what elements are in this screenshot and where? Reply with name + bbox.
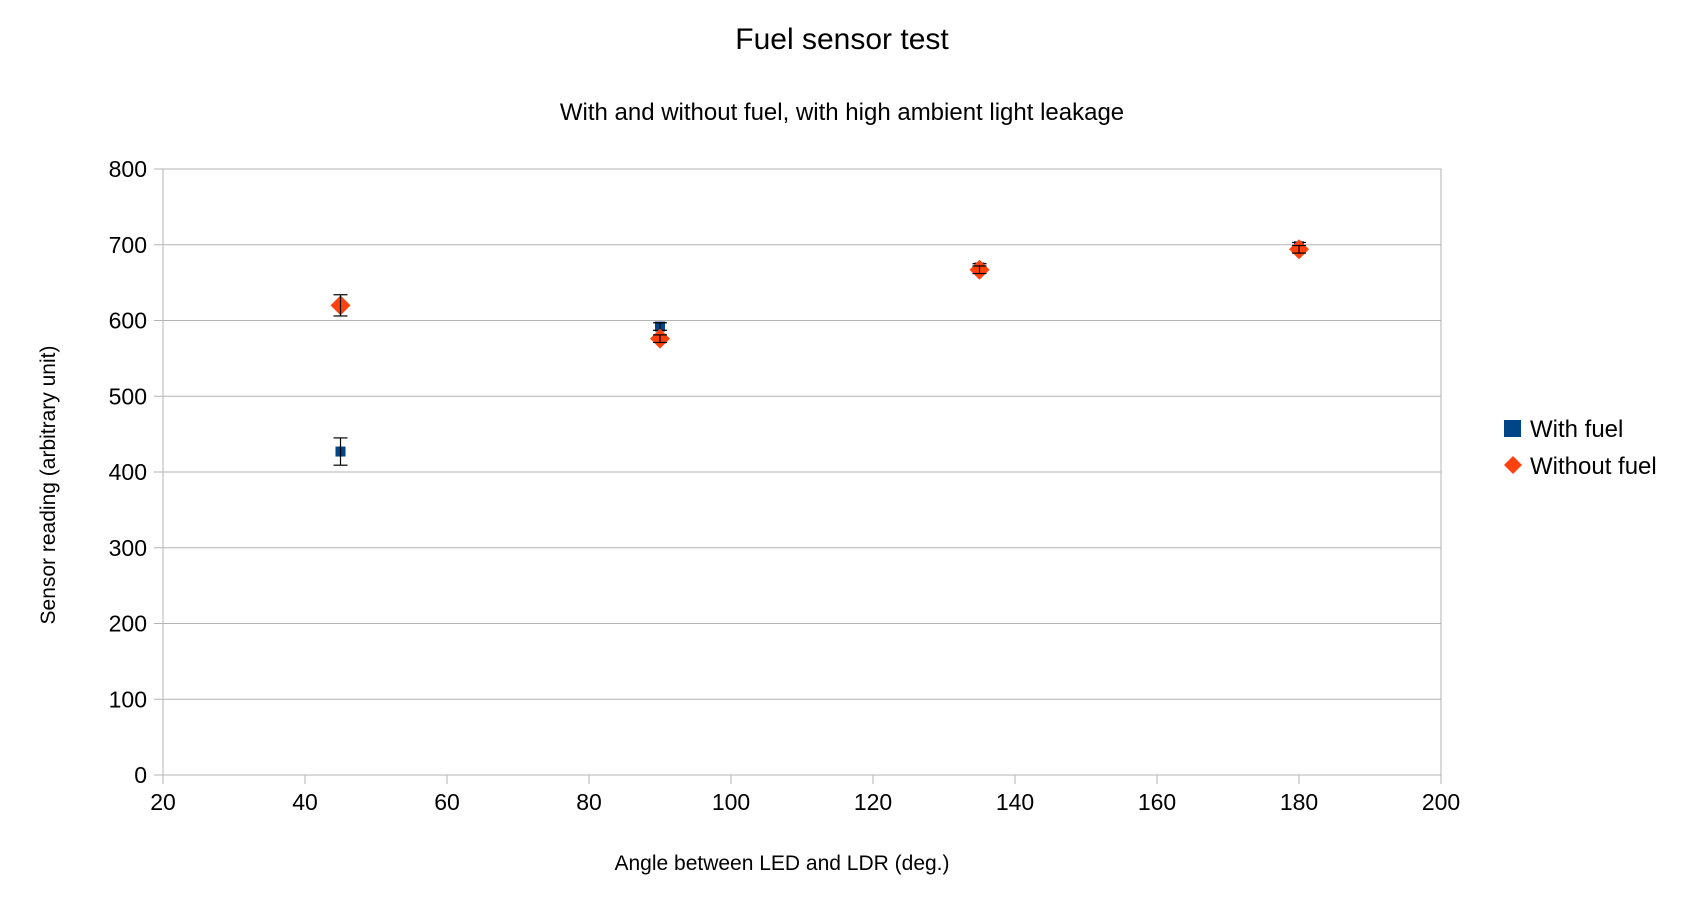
x-tick-label: 60 (434, 789, 460, 815)
error-bar-without-fuel (1292, 244, 1306, 254)
grid-lines (163, 168, 1441, 776)
y-tick-label: 700 (109, 232, 147, 258)
x-tick-label: 40 (292, 789, 318, 815)
error-bar-without-fuel (333, 294, 348, 317)
x-tick-label: 80 (576, 789, 602, 815)
x-axis-label: Angle between LED and LDR (deg.) (614, 852, 949, 875)
x-tick-label: 180 (1280, 789, 1318, 815)
legend-marker-with-fuel (1504, 420, 1521, 437)
x-tick-label: 160 (1138, 789, 1176, 815)
y-tick-label: 400 (109, 459, 147, 485)
y-axis-label: Sensor reading (arbitrary unit) (37, 346, 60, 625)
y-tick-label: 0 (134, 762, 147, 788)
x-tick-label: 120 (854, 789, 892, 815)
y-tick-label: 800 (109, 156, 147, 182)
y-tick-label: 600 (109, 308, 147, 334)
legend: With fuel Without fuel (1504, 416, 1657, 480)
legend-marker-without-fuel (1504, 456, 1522, 474)
legend-label-with-fuel: With fuel (1530, 416, 1623, 443)
x-tick-label: 100 (712, 789, 750, 815)
x-tick-label: 140 (996, 789, 1034, 815)
y-tick-label: 100 (109, 686, 147, 712)
error-bar-without-fuel (653, 334, 667, 344)
error-bar-with-fuel (333, 437, 348, 466)
y-tick-label: 300 (109, 535, 147, 561)
data-points (330, 239, 1309, 466)
chart-subtitle: With and without fuel, with high ambient… (560, 99, 1124, 126)
error-bar-without-fuel (972, 265, 987, 275)
legend-label-without-fuel: Without fuel (1530, 453, 1657, 480)
chart-title: Fuel sensor test (735, 23, 949, 56)
y-tick-label: 200 (109, 611, 147, 637)
x-tick-label: 200 (1422, 789, 1460, 815)
axis-ticks: 0 100 200 300 400 500 600 700 800 20 40 60 80 100 120 1… (109, 156, 1461, 815)
x-tick-label: 20 (150, 789, 176, 815)
y-tick-label: 500 (109, 383, 147, 409)
